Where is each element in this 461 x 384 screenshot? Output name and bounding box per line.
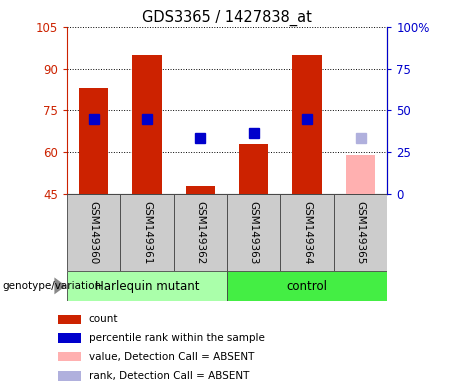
Text: percentile rank within the sample: percentile rank within the sample [89,333,265,343]
Bar [227,271,387,301]
Text: control: control [287,280,328,293]
Bar [67,194,120,271]
Bar [186,185,215,194]
Polygon shape [54,277,66,294]
Text: GSM149362: GSM149362 [195,200,205,264]
Bar [280,194,334,271]
Bar [132,55,162,194]
Bar [58,371,81,381]
Bar [58,314,81,324]
Bar [58,352,81,361]
Text: GSM149365: GSM149365 [355,200,366,264]
Bar [239,144,268,194]
Bar [67,271,227,301]
Bar [292,55,322,194]
Text: rank, Detection Call = ABSENT: rank, Detection Call = ABSENT [89,371,249,381]
Bar [79,88,108,194]
Text: GSM149360: GSM149360 [89,201,99,264]
Bar [174,194,227,271]
Text: value, Detection Call = ABSENT: value, Detection Call = ABSENT [89,352,254,362]
Bar [58,333,81,343]
Text: Harlequin mutant: Harlequin mutant [95,280,199,293]
Text: genotype/variation: genotype/variation [2,281,101,291]
Bar [346,155,375,194]
Bar [334,194,387,271]
Bar [227,194,280,271]
Text: count: count [89,314,118,324]
Text: GSM149361: GSM149361 [142,200,152,264]
Text: GSM149363: GSM149363 [249,200,259,264]
Title: GDS3365 / 1427838_at: GDS3365 / 1427838_at [142,9,312,25]
Bar [120,194,174,271]
Text: GSM149364: GSM149364 [302,200,312,264]
